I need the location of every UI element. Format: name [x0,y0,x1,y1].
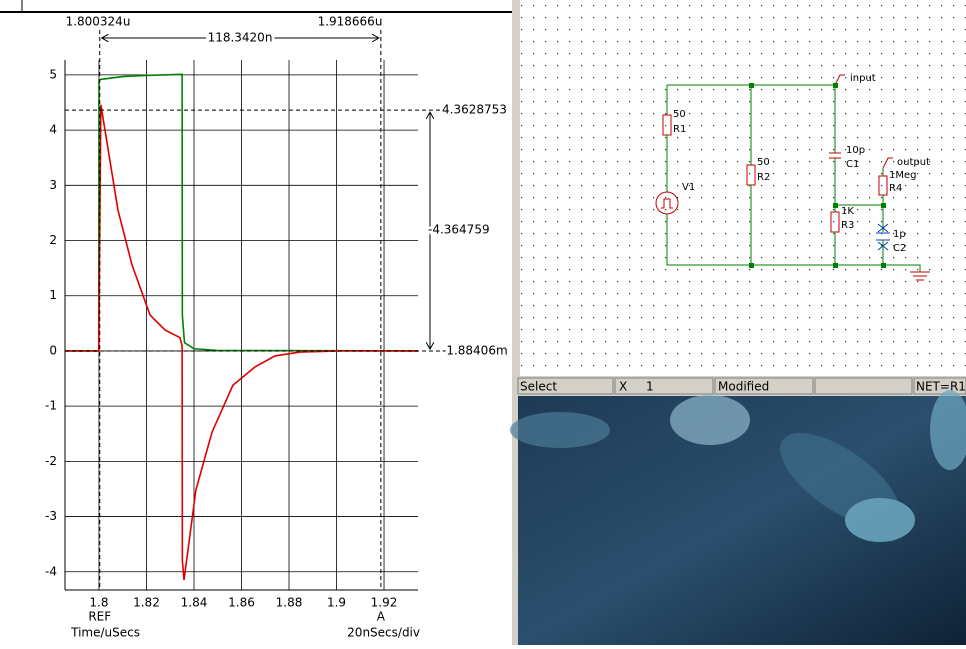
y-cursor-label: -1.88406m [442,344,508,358]
x-cursor-name: A [377,610,386,624]
cursor-label: 1.800324u [66,15,131,29]
x-tick-label: 1.88 [276,596,303,610]
y-tick-label: 3 [49,178,57,192]
status-cell [614,377,714,395]
status-state: Modified [718,380,769,394]
image-detail [510,390,966,542]
y-tick-label: -2 [45,454,57,468]
splitter[interactable] [512,0,520,645]
status-coord-value: 1 [646,380,654,394]
status-cell [814,377,913,395]
component-name: C1 [846,159,859,170]
y-tick-label: 5 [49,67,57,81]
component-name: R2 [757,172,770,183]
x-axis-label: Time/uSecs [70,626,140,640]
component-value: 1K [841,206,854,217]
cursor-delta-label: -4.364759 [428,223,490,237]
component-name: R4 [889,183,902,194]
y-tick-label: 4 [49,123,57,137]
x-tick-label: 1.84 [181,596,208,610]
waveform-chart: -4 -3 -2 -1 0 1 2 3 4 5 1.8 1.82 1.84 1.86 1.88 1.9 1.92… [45,30,508,624]
x-cursor-name: REF [88,610,111,624]
status-coord-label: X [619,380,627,394]
capacitor-marker [877,223,889,251]
y-tick-label: 1 [49,288,57,302]
status-cells [517,377,966,395]
wire [666,214,883,266]
net-flag [834,74,845,86]
component-value: 10p [846,145,865,156]
y-tick-label: -3 [45,509,57,523]
component-name: C2 [893,243,906,254]
schematic-grid [520,0,966,376]
source-symbol [661,198,673,209]
component-name: R1 [673,124,686,135]
schematic-labels: input output 50 R1 V1 50 R2 10p C1 1Meg … [673,73,930,254]
series-line [65,104,418,581]
component-value: 1p [893,229,906,240]
x-tick-label: 1.92 [371,596,398,610]
status-bar [516,376,966,396]
component-value: 50 [673,109,686,120]
status-mode: Select [520,380,557,394]
ground [910,271,930,281]
net-label: output [897,157,930,168]
y-tick-label: -4 [45,564,57,578]
component-value: 1Meg [889,170,917,181]
x-tick-label: 1.86 [228,596,255,610]
status-net: NET=R1_ [916,380,966,394]
net-label: input [850,73,876,84]
y-tick-label: -1 [45,399,57,413]
schematic [655,74,930,281]
x-tick-label: 1.8 [89,596,108,610]
wire [882,240,921,272]
cursor-delta-label: 118.3420n [208,31,273,45]
x-tick-label: 1.82 [133,596,160,610]
series-line [65,73,419,352]
status-cell [913,377,966,395]
y-cursor-label: 4.3628753 [442,103,507,117]
junctions [749,83,886,268]
component-value: 50 [757,157,770,168]
component-name: R3 [841,220,854,231]
cursor-label: 1.918666u [318,15,383,29]
status-cell [714,377,814,395]
y-tick-label: 0 [49,343,57,357]
x-scale-note: 20nSecs/div [347,626,420,640]
component-name: V1 [682,182,695,193]
x-tick-label: 1.9 [327,596,346,610]
net-flag [882,157,893,169]
status-cell [517,377,614,395]
y-tick-label: 2 [49,233,57,247]
